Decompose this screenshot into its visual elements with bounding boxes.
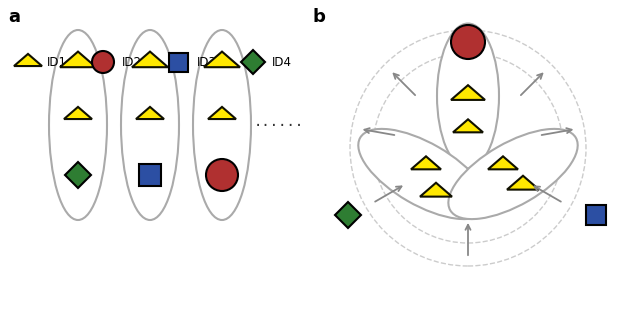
Ellipse shape — [437, 24, 499, 169]
Text: ID1: ID1 — [47, 55, 67, 68]
Polygon shape — [411, 156, 441, 169]
Text: b: b — [313, 8, 326, 26]
Ellipse shape — [193, 30, 251, 220]
Polygon shape — [453, 119, 483, 132]
Polygon shape — [488, 156, 518, 169]
Bar — [139, 164, 161, 186]
Ellipse shape — [449, 129, 578, 219]
Polygon shape — [64, 107, 92, 119]
Polygon shape — [65, 162, 91, 188]
Ellipse shape — [358, 129, 488, 219]
Polygon shape — [208, 107, 236, 119]
Polygon shape — [507, 176, 539, 190]
Text: ID4: ID4 — [272, 55, 292, 68]
Ellipse shape — [121, 30, 179, 220]
Polygon shape — [136, 107, 164, 119]
Polygon shape — [14, 54, 42, 66]
Text: ......: ...... — [254, 115, 304, 129]
Text: ID2: ID2 — [122, 55, 142, 68]
Circle shape — [451, 25, 485, 59]
Bar — [168, 52, 188, 71]
Bar — [586, 205, 606, 225]
Polygon shape — [241, 50, 265, 74]
Text: ID3: ID3 — [197, 55, 217, 68]
Polygon shape — [132, 51, 168, 67]
Text: a: a — [8, 8, 20, 26]
Polygon shape — [420, 183, 452, 197]
Circle shape — [206, 159, 238, 191]
Polygon shape — [451, 85, 485, 100]
Circle shape — [92, 51, 114, 73]
Polygon shape — [204, 51, 240, 67]
Polygon shape — [335, 202, 361, 228]
Ellipse shape — [49, 30, 107, 220]
Polygon shape — [60, 51, 96, 67]
